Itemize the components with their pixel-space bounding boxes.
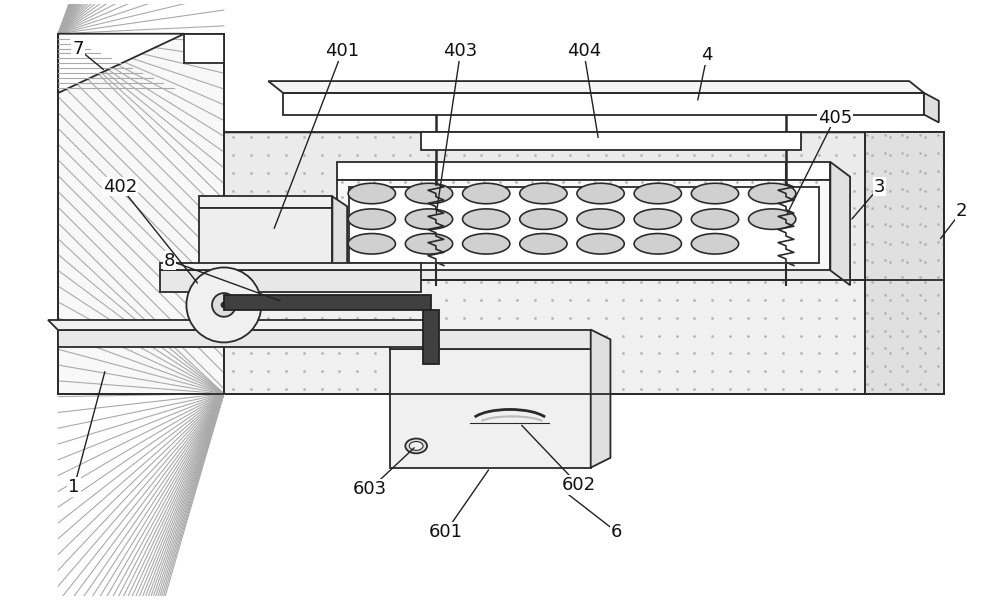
- Polygon shape: [160, 271, 421, 292]
- Ellipse shape: [520, 233, 567, 254]
- Ellipse shape: [405, 209, 453, 229]
- Text: 403: 403: [443, 43, 478, 61]
- Text: 3: 3: [874, 178, 885, 196]
- Polygon shape: [349, 187, 819, 263]
- Circle shape: [221, 302, 227, 308]
- Circle shape: [212, 293, 236, 317]
- Text: 402: 402: [103, 178, 137, 196]
- Text: 602: 602: [562, 476, 596, 494]
- Text: 1: 1: [68, 478, 80, 496]
- Text: 8: 8: [164, 251, 175, 269]
- Ellipse shape: [405, 439, 427, 454]
- Polygon shape: [591, 329, 610, 467]
- Ellipse shape: [405, 183, 453, 204]
- Polygon shape: [58, 329, 431, 347]
- Text: 4: 4: [701, 46, 713, 64]
- Polygon shape: [337, 179, 830, 271]
- Polygon shape: [337, 162, 830, 179]
- Ellipse shape: [520, 183, 567, 204]
- Text: 7: 7: [72, 40, 84, 58]
- Text: 603: 603: [353, 481, 387, 499]
- Polygon shape: [199, 196, 332, 208]
- Ellipse shape: [577, 183, 624, 204]
- Ellipse shape: [520, 209, 567, 229]
- Polygon shape: [830, 162, 850, 285]
- Ellipse shape: [348, 233, 395, 254]
- Ellipse shape: [691, 209, 739, 229]
- Polygon shape: [390, 349, 591, 467]
- Ellipse shape: [749, 183, 796, 204]
- Ellipse shape: [463, 183, 510, 204]
- Ellipse shape: [409, 442, 423, 451]
- Ellipse shape: [634, 233, 681, 254]
- Ellipse shape: [634, 183, 681, 204]
- Circle shape: [186, 268, 261, 343]
- Polygon shape: [423, 310, 439, 364]
- Polygon shape: [390, 329, 591, 349]
- Polygon shape: [48, 320, 431, 329]
- Ellipse shape: [463, 233, 510, 254]
- Polygon shape: [184, 34, 224, 64]
- Polygon shape: [421, 133, 801, 150]
- Polygon shape: [160, 263, 421, 271]
- Polygon shape: [199, 208, 332, 275]
- Polygon shape: [58, 34, 184, 93]
- Polygon shape: [86, 280, 944, 394]
- Polygon shape: [268, 81, 924, 93]
- Ellipse shape: [577, 233, 624, 254]
- Ellipse shape: [691, 233, 739, 254]
- Polygon shape: [86, 133, 944, 280]
- Ellipse shape: [577, 209, 624, 229]
- Text: 405: 405: [818, 109, 852, 127]
- Ellipse shape: [463, 209, 510, 229]
- Text: 2: 2: [956, 202, 967, 220]
- Ellipse shape: [691, 183, 739, 204]
- Ellipse shape: [405, 233, 453, 254]
- Polygon shape: [224, 295, 431, 310]
- Text: 404: 404: [567, 43, 601, 61]
- Ellipse shape: [348, 209, 395, 229]
- Text: 401: 401: [325, 43, 359, 61]
- Text: 601: 601: [429, 523, 463, 541]
- Ellipse shape: [634, 209, 681, 229]
- Ellipse shape: [348, 183, 395, 204]
- Polygon shape: [283, 93, 924, 115]
- Ellipse shape: [749, 209, 796, 229]
- Polygon shape: [865, 133, 944, 394]
- Polygon shape: [332, 196, 347, 283]
- Polygon shape: [58, 34, 224, 394]
- Text: 6: 6: [611, 523, 622, 541]
- Polygon shape: [924, 93, 939, 122]
